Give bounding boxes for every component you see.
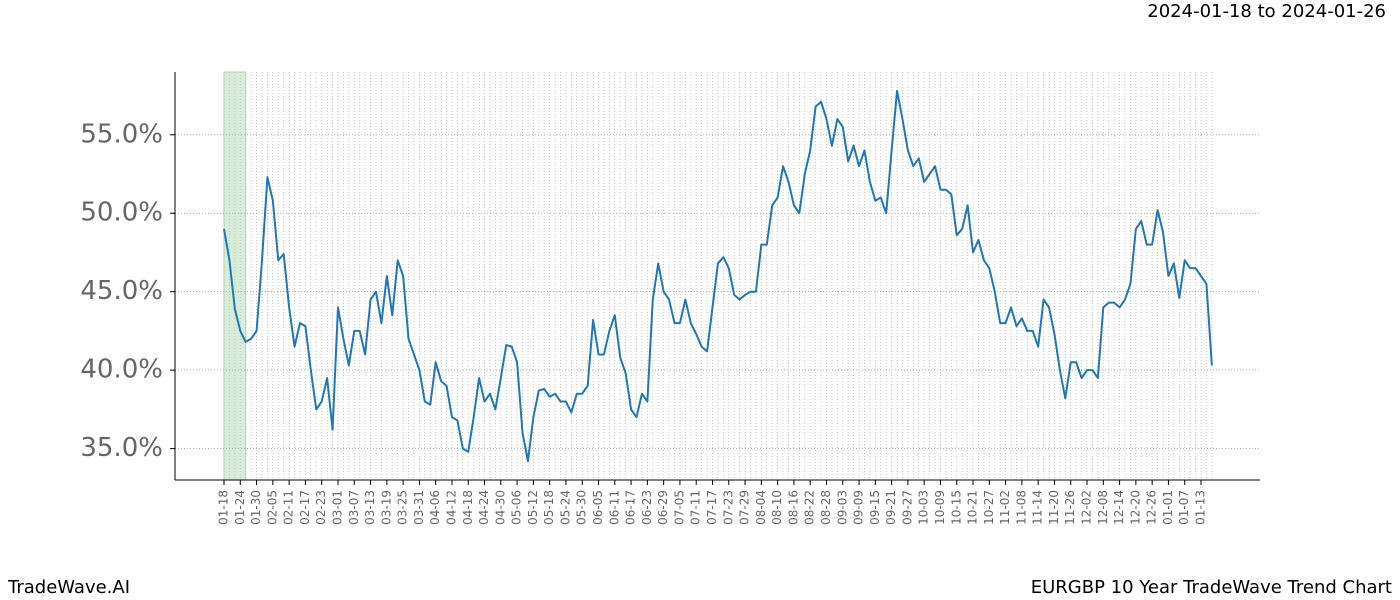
footer-right: EURGBP 10 Year TradeWave Trend Chart <box>1031 577 1392 598</box>
x-tick-label: 07-11 <box>689 490 703 525</box>
x-tick-label: 06-23 <box>640 490 654 525</box>
x-tick-label: 03-25 <box>396 490 410 525</box>
x-tick-label: 02-11 <box>282 490 296 525</box>
x-tick-label: 05-24 <box>558 490 572 525</box>
x-tick-label: 11-08 <box>1014 490 1028 525</box>
x-tick-label: 07-23 <box>721 490 735 525</box>
x-tick-label: 09-15 <box>868 490 882 525</box>
x-tick-label: 12-02 <box>1080 490 1094 525</box>
x-tick-label: 12-26 <box>1145 490 1159 525</box>
y-tick-label: 35.0% <box>80 433 163 463</box>
x-tick-label: 10-09 <box>933 490 947 525</box>
x-tick-label: 09-27 <box>900 490 914 525</box>
x-tick-label: 05-18 <box>542 490 556 525</box>
x-tick-label: 04-18 <box>461 490 475 525</box>
x-tick-label: 07-17 <box>705 490 719 525</box>
x-tick-label: 02-05 <box>265 490 279 525</box>
x-tick-label: 01-01 <box>1161 490 1175 525</box>
x-tick-label: 06-29 <box>656 490 670 525</box>
x-tick-label: 09-03 <box>835 490 849 525</box>
x-tick-label: 08-22 <box>803 490 817 525</box>
chart-title: 2024-01-18 to 2024-01-26 <box>1147 1 1386 22</box>
x-tick-label: 05-12 <box>526 490 540 525</box>
x-tick-label: 01-30 <box>249 490 263 525</box>
x-tick-label: 10-03 <box>917 490 931 525</box>
x-tick-label: 03-13 <box>363 490 377 525</box>
x-tick-label: 04-06 <box>428 490 442 525</box>
y-tick-label: 45.0% <box>80 276 163 306</box>
x-tick-label: 08-04 <box>754 490 768 525</box>
x-tick-label: 08-28 <box>819 490 833 525</box>
x-tick-label: 11-02 <box>998 490 1012 525</box>
x-tick-label: 01-24 <box>233 490 247 525</box>
x-tick-label: 12-08 <box>1096 490 1110 525</box>
x-tick-label: 01-07 <box>1177 490 1191 525</box>
y-tick-label: 40.0% <box>80 355 163 385</box>
x-tick-label: 11-26 <box>1063 490 1077 525</box>
x-tick-label: 10-15 <box>949 490 963 525</box>
footer-left: TradeWave.AI <box>7 577 130 598</box>
x-tick-label: 01-13 <box>1194 490 1208 525</box>
x-tick-label: 04-24 <box>477 490 491 525</box>
y-tick-label: 55.0% <box>80 119 163 149</box>
x-tick-label: 07-29 <box>738 490 752 525</box>
x-tick-label: 04-12 <box>444 490 458 525</box>
x-tick-label: 07-05 <box>672 490 686 525</box>
x-tick-label: 12-14 <box>1112 490 1126 525</box>
x-tick-label: 04-30 <box>493 490 507 525</box>
x-tick-label: 03-01 <box>330 490 344 525</box>
x-tick-label: 03-31 <box>412 490 426 525</box>
x-tick-label: 05-30 <box>575 490 589 525</box>
x-tick-label: 06-05 <box>591 490 605 525</box>
x-tick-label: 11-20 <box>1047 490 1061 525</box>
x-tick-label: 06-11 <box>607 490 621 525</box>
x-tick-label: 11-14 <box>1031 490 1045 525</box>
x-tick-label: 06-17 <box>624 490 638 525</box>
x-tick-label: 10-27 <box>982 490 996 525</box>
x-tick-label: 03-19 <box>379 490 393 525</box>
x-tick-label: 12-20 <box>1128 490 1142 525</box>
x-tick-label: 03-07 <box>347 490 361 525</box>
x-tick-label: 08-16 <box>786 490 800 525</box>
y-tick-label: 50.0% <box>80 198 163 228</box>
x-tick-label: 02-17 <box>298 490 312 525</box>
x-tick-label: 09-09 <box>852 490 866 525</box>
x-tick-label: 09-21 <box>884 490 898 525</box>
x-tick-label: 10-21 <box>966 490 980 525</box>
x-tick-label: 01-18 <box>217 490 231 525</box>
trend-line <box>223 89 1213 463</box>
x-tick-label: 08-10 <box>770 490 784 525</box>
x-tick-label: 02-23 <box>314 490 328 525</box>
x-tick-label: 05-06 <box>510 490 524 525</box>
